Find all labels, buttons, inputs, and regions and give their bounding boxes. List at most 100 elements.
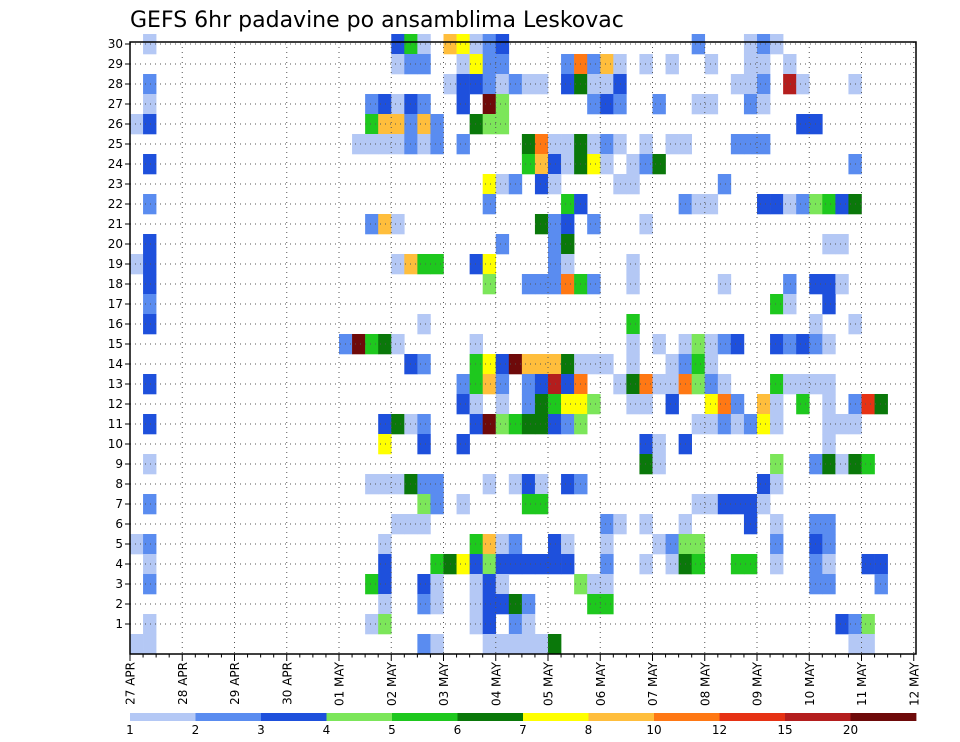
heatmap-cell [757,494,771,515]
heatmap-cell [704,354,719,375]
heatmap-cell [521,554,536,575]
heatmap-cell [469,534,483,555]
heatmap-cell [391,54,405,75]
legend-swatch [261,713,327,721]
y-tick-label: 24 [108,157,123,171]
heatmap-cell [430,574,444,595]
heatmap-cell [626,254,640,275]
y-tick-label: 17 [108,297,123,311]
heatmap-cell [691,374,706,395]
heatmap-cell [456,374,470,395]
heatmap-cell [456,74,470,95]
heatmap-cell [587,94,601,115]
y-tick-label: 12 [108,397,123,411]
heatmap-cell [822,454,836,475]
legend-swatch [457,713,524,721]
heatmap-cell [143,74,157,95]
x-tick-label: 05 MAY [542,661,556,706]
heatmap-cell [534,474,549,495]
heatmap-cell [534,154,549,175]
heatmap-cell [482,194,497,215]
heatmap-cell [691,494,706,515]
heatmap-cell [626,334,640,355]
heatmap-cell [482,614,497,635]
heatmap-cell [613,74,627,95]
heatmap-cell [652,374,666,395]
heatmap-cell [417,414,431,435]
heatmap-cell [495,414,510,435]
heatmap-cell [796,394,810,415]
heatmap-cell [534,394,549,415]
heatmap-cell [587,274,601,295]
heatmap-cell [378,134,392,155]
heatmap-cell [652,434,666,455]
heatmap-cell [521,614,536,635]
x-tick-label: 07 MAY [646,661,660,706]
y-tick-label: 26 [108,117,123,131]
heatmap-cell [665,534,679,555]
heatmap-cell [482,274,497,295]
heatmap-cell [352,134,366,155]
heatmap-cell [652,334,666,355]
heatmap-cell [770,294,784,315]
heatmap-cell [600,554,614,575]
heatmap-cell [469,34,483,55]
heatmap-cell [495,74,510,95]
heatmap-cell [652,454,666,475]
heatmap-cell [365,474,379,495]
heatmap-cell [143,314,157,335]
y-tick-label: 18 [108,277,123,291]
heatmap-cell [352,334,366,355]
heatmap-cell [835,274,849,295]
heatmap-cell [770,534,784,555]
heatmap-cell [757,54,771,75]
heatmap-cell [639,374,653,395]
heatmap-cell [482,554,497,575]
heatmap-cell [391,214,405,235]
heatmap-cell [861,634,875,655]
y-tick-label: 10 [108,437,123,451]
x-tick-label: 02 MAY [385,661,399,706]
heatmap-cell [783,54,797,75]
heatmap-cell [534,274,549,295]
heatmap-cell [600,74,614,95]
heatmap-cell [600,514,614,535]
heatmap-cell [469,114,483,135]
heatmap-cell [639,514,653,535]
heatmap-cell [521,134,536,155]
heatmap-cell [456,134,470,155]
x-axis: 27 APR 28 APR 29 APR 30 APR 01 MAY 02 MAY 03 M… [124,654,921,706]
y-tick-label: 4 [115,557,123,571]
legend-label: 20 [843,723,858,737]
chart-title: GEFS 6hr padavine po ansamblima Leskovac [130,8,624,33]
heatmap-cell [561,354,575,375]
legend-label: 3 [257,723,265,737]
heatmap-cell [469,334,483,355]
heatmap-cell [600,134,614,155]
heatmap-cell [704,334,719,355]
heatmap-cell [691,554,706,575]
heatmap-cell [482,254,497,275]
heatmap-cell [456,94,470,115]
heatmap-cell [365,614,379,635]
y-tick-label: 21 [108,217,123,231]
heatmap-cell [874,574,888,595]
y-tick-label: 29 [108,57,123,71]
heatmap-cell [587,214,601,235]
heatmap-cell [143,534,157,555]
heatmap-cell [822,394,836,415]
heatmap-cell [482,414,497,435]
heatmap-cell [639,54,653,75]
y-tick-label: 7 [115,497,123,511]
heatmap-cell [613,514,627,535]
heatmap-cell [600,574,614,595]
legend-label: 15 [777,723,792,737]
heatmap-cell [469,574,483,595]
heatmap-cell [874,394,888,415]
heatmap-cell [469,414,483,435]
heatmap-cell [391,94,405,115]
heatmap-cell [495,54,510,75]
heatmap-cell [587,354,601,375]
heatmap-cell [665,554,679,575]
